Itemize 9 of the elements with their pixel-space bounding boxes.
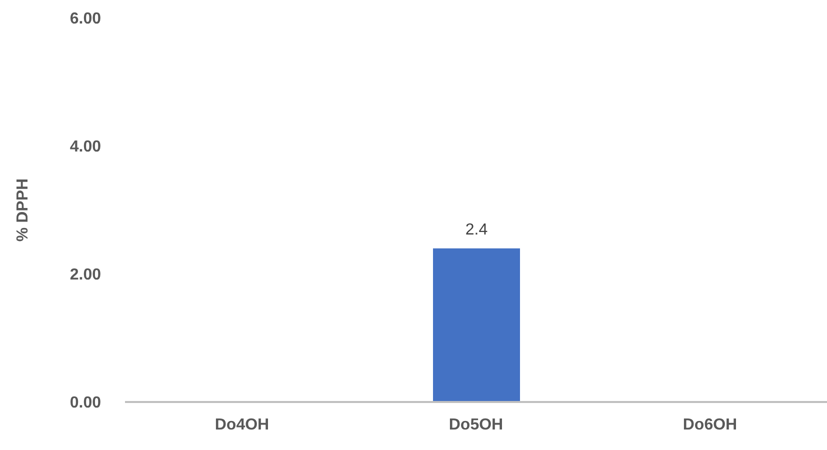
x-tick-label: Do6OH [682, 416, 738, 434]
y-axis-title: % DPPH [14, 178, 32, 242]
data-label: 2.4 [465, 221, 488, 238]
y-tick-label: 0.00 [70, 394, 102, 412]
x-tick-label: Do5OH [448, 416, 504, 434]
y-tick-label: 6.00 [70, 10, 102, 28]
y-tick-label: 2.00 [70, 266, 102, 284]
y-tick-label: 4.00 [70, 138, 102, 156]
x-tick-label: Do4OH [214, 416, 270, 434]
